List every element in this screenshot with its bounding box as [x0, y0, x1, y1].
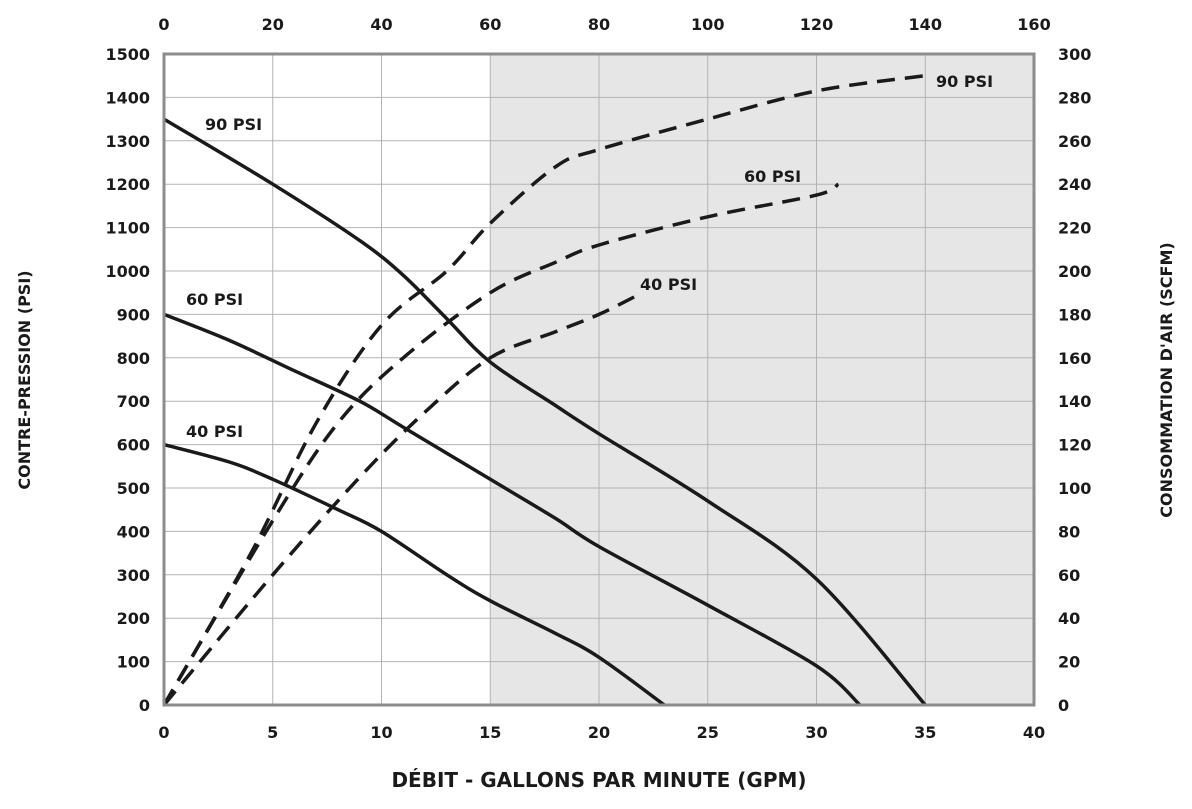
y2-axis-title: CONSOMMATION D'AIR (SCFM) — [1157, 242, 1176, 517]
series-label: 90 PSI — [205, 115, 262, 134]
y-tick-label: 300 — [117, 566, 150, 585]
x-tick-label: 40 — [1023, 723, 1045, 742]
y2-tick-label: 20 — [1058, 653, 1080, 672]
back-pressure-curve-60-psi — [163, 312, 862, 707]
series-label: 90 PSI — [936, 72, 993, 91]
x2-tick-label: 120 — [800, 15, 833, 34]
y-tick-label: 1500 — [105, 45, 150, 64]
y2-tick-label: 100 — [1058, 479, 1091, 498]
y-tick-label: 1100 — [105, 219, 150, 238]
x2-tick-label: 80 — [588, 15, 610, 34]
y2-tick-label: 40 — [1058, 609, 1080, 628]
y-tick-label: 1400 — [105, 88, 150, 107]
y-tick-label: 1200 — [105, 175, 150, 194]
y-tick-label: 200 — [117, 609, 150, 628]
x-tick-label: 30 — [805, 723, 827, 742]
y2-tick-label: 220 — [1058, 219, 1091, 238]
plot-frame — [162, 52, 1036, 707]
air-consumption-curve-40-psi — [162, 291, 644, 707]
x2-tick-label: 100 — [691, 15, 724, 34]
y2-tick-label: 180 — [1058, 305, 1091, 324]
x-tick-label: 20 — [588, 723, 610, 742]
x-tick-label: 25 — [697, 723, 719, 742]
y-tick-label: 0 — [139, 696, 150, 715]
series-label: 60 PSI — [744, 167, 801, 186]
x-tick-label: 0 — [158, 723, 169, 742]
shaded-region — [490, 54, 1034, 705]
x-tick-label: 10 — [370, 723, 392, 742]
y-tick-label: 600 — [117, 436, 150, 455]
y-tick-label: 1300 — [105, 132, 150, 151]
y2-tick-label: 80 — [1058, 522, 1080, 541]
back-pressure-curve-90-psi — [163, 117, 927, 707]
x-tick-label: 35 — [914, 723, 936, 742]
y2-tick-label: 280 — [1058, 88, 1091, 107]
x2-tick-label: 0 — [158, 15, 169, 34]
y2-tick-label: 300 — [1058, 45, 1091, 64]
y2-tick-label: 0 — [1058, 696, 1069, 715]
y-tick-label: 400 — [117, 522, 150, 541]
y2-tick-label: 160 — [1058, 349, 1091, 368]
y2-tick-label: 200 — [1058, 262, 1091, 281]
x2-tick-label: 160 — [1017, 15, 1050, 34]
x2-tick-label: 20 — [262, 15, 284, 34]
y2-tick-label: 140 — [1058, 392, 1091, 411]
y-tick-label: 1000 — [105, 262, 150, 281]
y-axis-title: CONTRE-PRESSION (PSI) — [15, 270, 34, 489]
y2-tick-label: 240 — [1058, 175, 1091, 194]
x2-tick-label: 40 — [370, 15, 392, 34]
x-axis-title: DÉBIT - GALLONS PAR MINUTE (GPM) — [391, 768, 806, 792]
series-label: 60 PSI — [186, 290, 243, 309]
y-tick-label: 800 — [117, 349, 150, 368]
x2-tick-label: 60 — [479, 15, 501, 34]
back-pressure-curve-40-psi — [163, 442, 666, 707]
y-tick-label: 500 — [117, 479, 150, 498]
y2-tick-label: 260 — [1058, 132, 1091, 151]
y2-tick-label: 120 — [1058, 436, 1091, 455]
y2-tick-label: 60 — [1058, 566, 1080, 585]
x2-tick-label: 140 — [909, 15, 942, 34]
y-tick-label: 900 — [117, 305, 150, 324]
y-tick-label: 100 — [117, 653, 150, 672]
air-consumption-curve-60-psi — [162, 182, 840, 706]
x-tick-label: 15 — [479, 723, 501, 742]
x-tick-label: 5 — [267, 723, 278, 742]
air-consumption-curve-90-psi — [162, 73, 926, 706]
series-label: 40 PSI — [640, 275, 697, 294]
y-tick-label: 700 — [117, 392, 150, 411]
series-label: 40 PSI — [186, 422, 243, 441]
